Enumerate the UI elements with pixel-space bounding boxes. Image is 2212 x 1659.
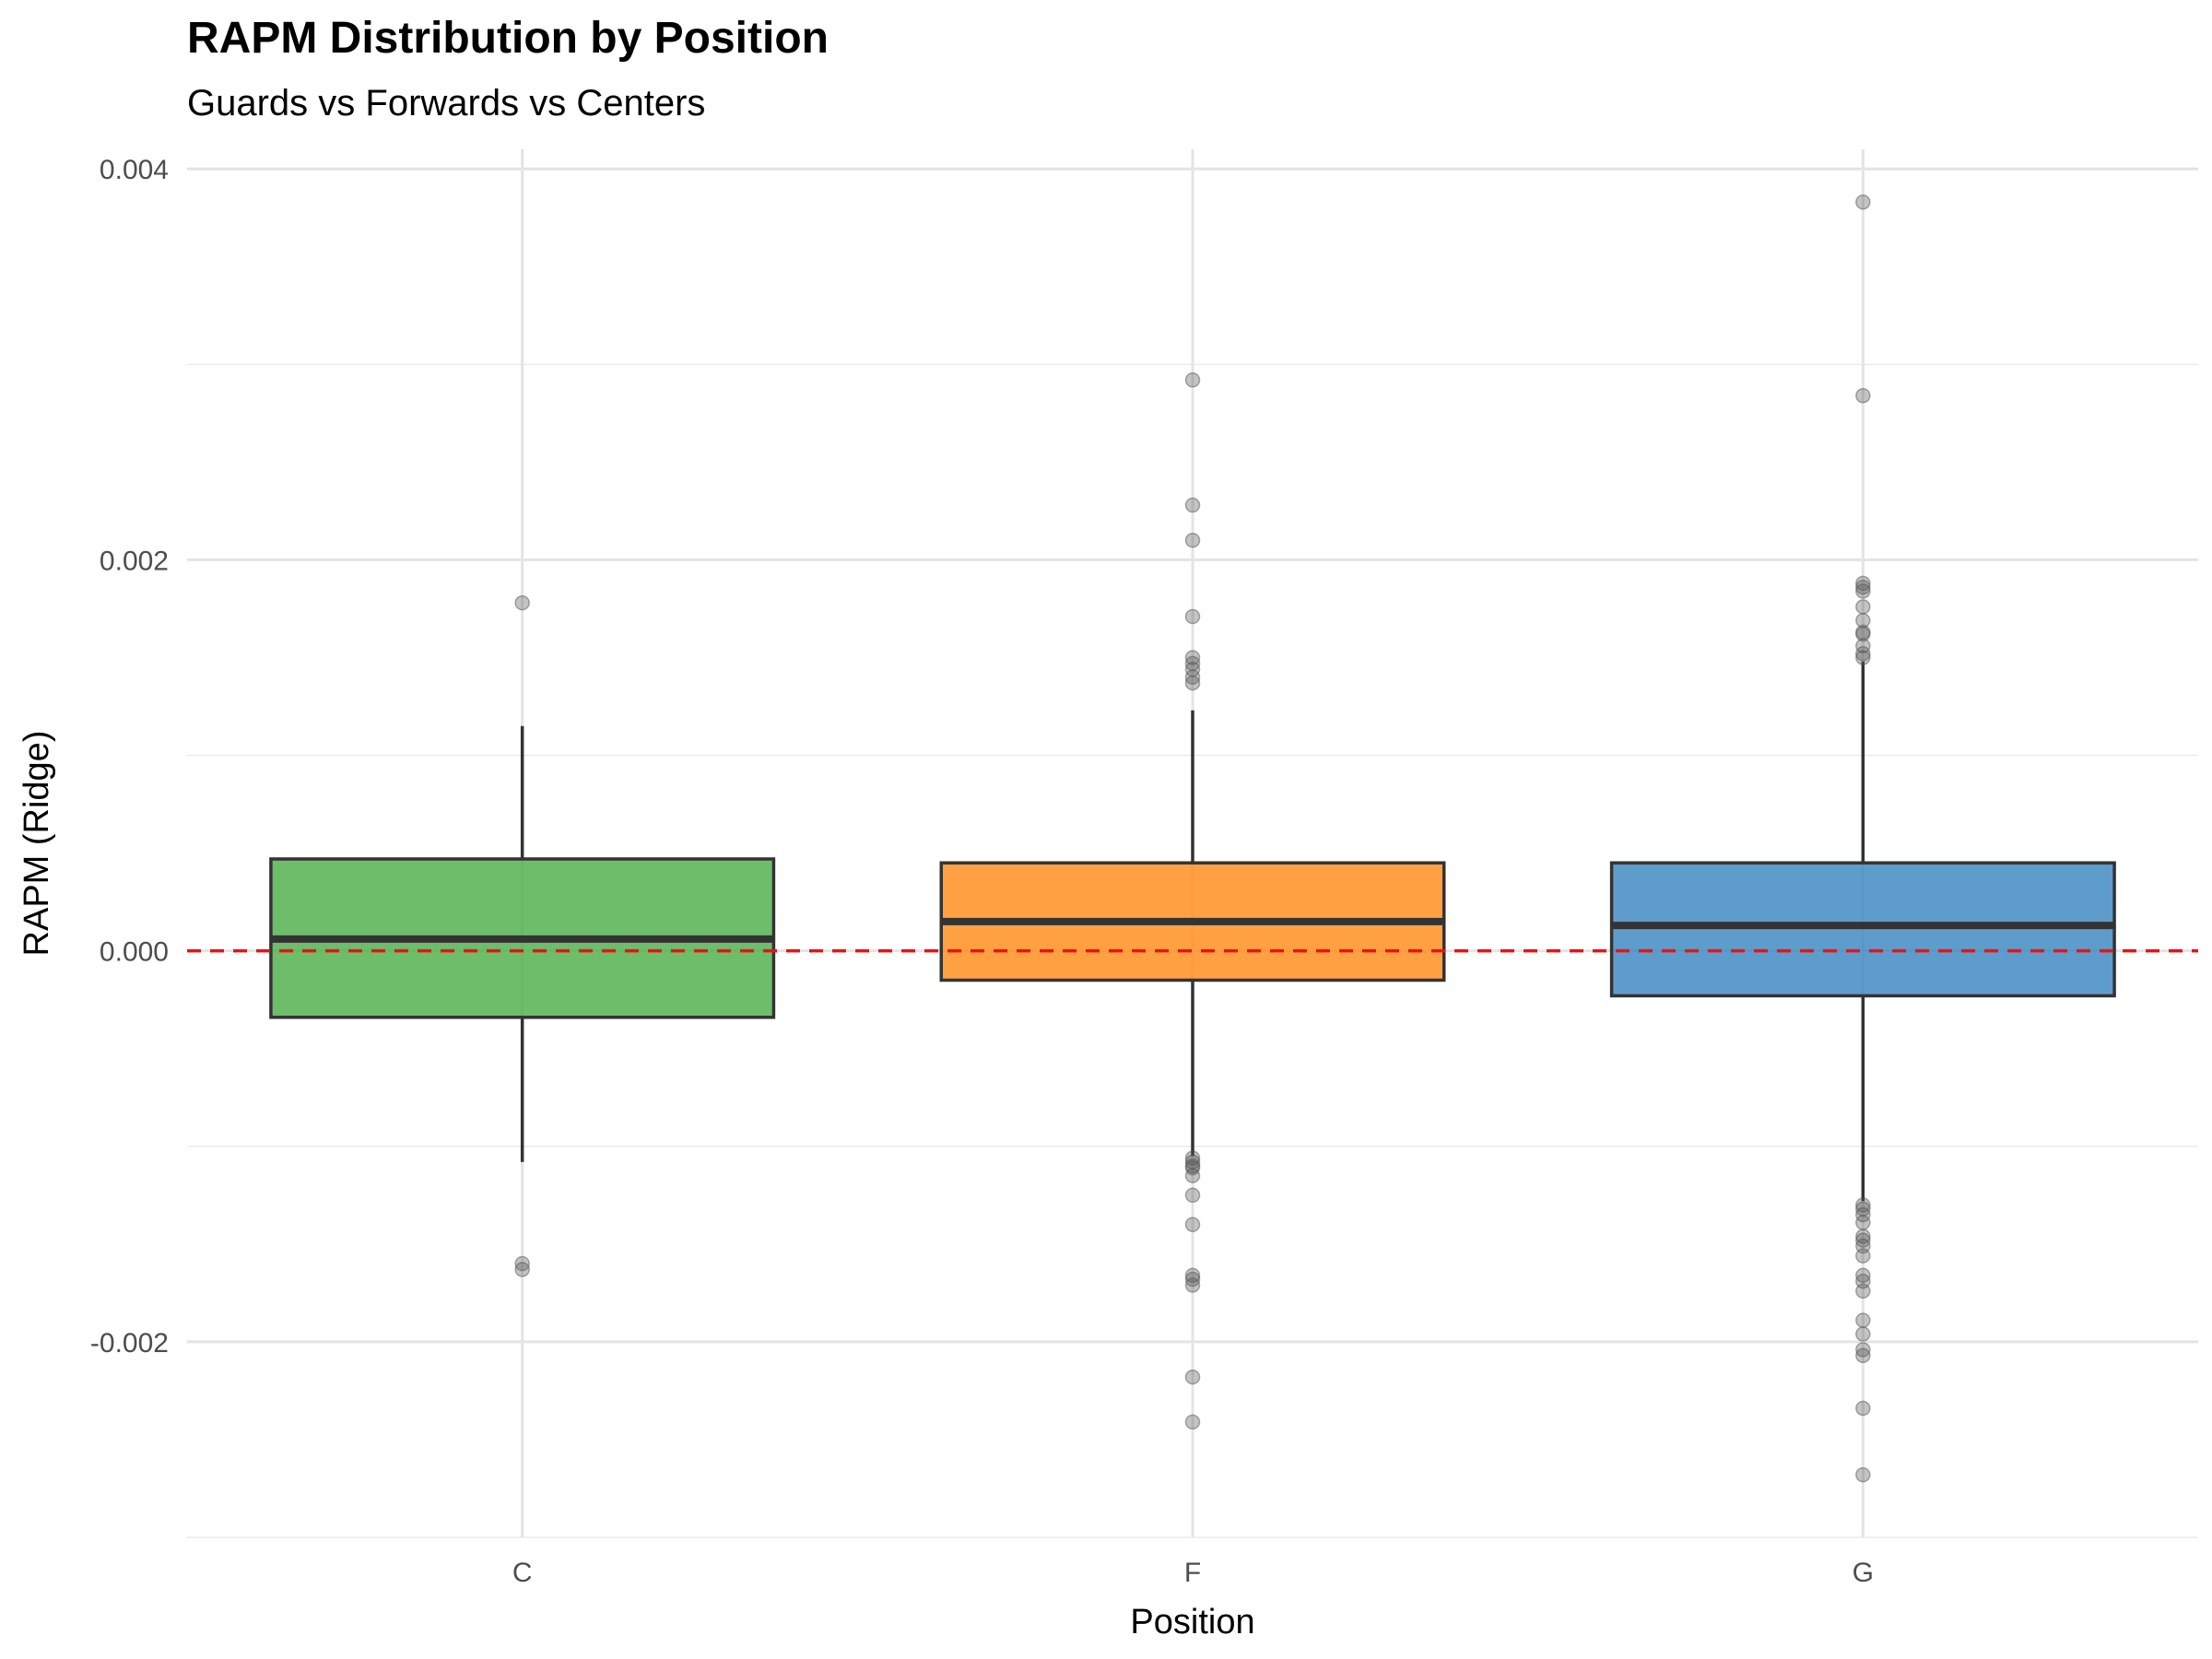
outlier-point bbox=[1184, 1159, 1201, 1176]
outlier-point bbox=[1855, 1347, 1871, 1363]
outlier-point bbox=[1855, 1326, 1871, 1342]
outlier-point bbox=[1184, 1187, 1201, 1204]
outlier-point bbox=[1184, 497, 1201, 513]
outlier-points bbox=[514, 194, 1871, 1483]
x-tick-label: C bbox=[512, 1558, 533, 1588]
outlier-point bbox=[1184, 372, 1201, 388]
chart-subtitle: Guards vs Forwards vs Centers bbox=[187, 83, 706, 124]
outlier-point bbox=[1855, 575, 1871, 592]
outlier-point bbox=[1184, 1217, 1201, 1232]
outlier-point bbox=[1855, 646, 1871, 662]
y-tick-label: 0.002 bbox=[100, 546, 169, 576]
box-G bbox=[1609, 861, 2116, 998]
outlier-point bbox=[1855, 1267, 1871, 1284]
y-tick-label: 0.004 bbox=[100, 155, 169, 185]
outlier-point bbox=[1855, 638, 1871, 654]
chart-title: RAPM Distribution by Position bbox=[187, 14, 829, 63]
outlier-point bbox=[1855, 1232, 1871, 1248]
outlier-point bbox=[1184, 675, 1201, 691]
outlier-point bbox=[1184, 532, 1201, 548]
boxes bbox=[269, 661, 2116, 1202]
y-tick-label: -0.002 bbox=[90, 1328, 169, 1359]
outlier-point bbox=[1184, 1271, 1201, 1288]
outlier-point bbox=[1855, 1400, 1871, 1417]
x-tick-label: G bbox=[1853, 1558, 1874, 1588]
outlier-point bbox=[1855, 1283, 1871, 1299]
outlier-point bbox=[1855, 388, 1871, 404]
outlier-point bbox=[1855, 1248, 1871, 1264]
y-tick-label: 0.000 bbox=[100, 937, 169, 968]
outlier-point bbox=[514, 1262, 530, 1277]
outlier-point bbox=[1855, 1206, 1871, 1223]
outlier-point bbox=[1184, 1168, 1201, 1183]
outlier-point bbox=[1855, 650, 1871, 665]
outlier-point bbox=[1184, 650, 1201, 665]
outlier-point bbox=[1855, 194, 1871, 210]
outlier-point bbox=[1855, 626, 1871, 642]
outlier-point bbox=[1184, 1277, 1201, 1293]
outlier-point bbox=[1855, 583, 1871, 599]
outlier-point bbox=[1184, 608, 1201, 625]
outlier-point bbox=[1184, 1414, 1201, 1430]
outlier-point bbox=[1855, 579, 1871, 595]
outlier-point bbox=[1184, 1369, 1201, 1385]
outlier-point bbox=[514, 1255, 530, 1272]
x-axis-title: Position bbox=[1130, 1603, 1254, 1641]
outlier-point bbox=[1855, 1312, 1871, 1328]
axes: -0.002 0.000 0.002 0.004 C F G Position RAPM (Ri… bbox=[18, 155, 1874, 1641]
outlier-point bbox=[1855, 1342, 1871, 1358]
outlier-point bbox=[1855, 1215, 1871, 1230]
outlier-point bbox=[1184, 669, 1201, 685]
outlier-point bbox=[1855, 1466, 1871, 1483]
x-tick-label: F bbox=[1184, 1558, 1201, 1588]
outlier-point bbox=[514, 594, 530, 611]
outlier-point bbox=[1855, 599, 1871, 615]
y-axis-title: RAPM (Ridge) bbox=[18, 731, 56, 957]
